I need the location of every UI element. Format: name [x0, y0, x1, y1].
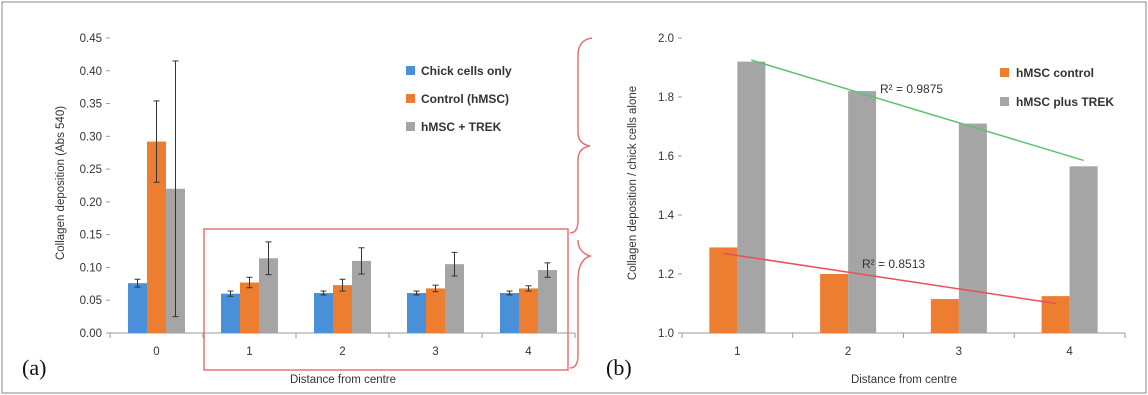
bar-control-hmsc-1 [240, 282, 259, 333]
panel-b-label: (b) [606, 355, 632, 380]
bar-chick-cells-only-4 [500, 293, 519, 333]
legend-item-chick-cells-only: Chick cells only [406, 64, 512, 78]
bar-hmsc-control-2 [820, 274, 849, 333]
panel-b-y-ticks: 1.0 1.2 1.4 1.6 1.8 2.0 [658, 33, 682, 340]
bar-hmsc-plus-trek-4 [1069, 166, 1098, 333]
panel-a-bars [128, 141, 557, 333]
r2-label-control: R² = 0.8513 [862, 257, 925, 271]
y-tick-label: 1.6 [658, 151, 674, 163]
highlight-box [203, 228, 569, 371]
r2-label-trek: R² = 0.9875 [880, 82, 943, 96]
panel-b-legend: hMSC control hMSC plus TREK [1000, 66, 1114, 109]
trendline-hmsc-plus-trek [751, 59, 1084, 162]
panel-b-x-tick-labels: 1 2 3 4 [734, 346, 1073, 358]
x-tick-label: 3 [956, 346, 962, 358]
legend-swatch [1000, 97, 1009, 106]
y-tick-label: 0.00 [80, 328, 102, 340]
legend-label: Chick cells only [421, 64, 512, 78]
x-tick-label: 4 [525, 346, 532, 358]
panel-a-error-bars [134, 60, 551, 318]
y-tick-label: 0.40 [80, 66, 102, 78]
legend-label: hMSC + TREK [421, 120, 502, 134]
legend-label: hMSC plus TREK [1016, 95, 1114, 109]
panel-b-chart: 1.0 1.2 1.4 1.6 1.8 2.0 1 2 3 4 Collagen deposit… [606, 33, 1126, 386]
bar-control-hmsc-4 [519, 288, 538, 333]
legend-item-control-hmsc: Control (hMSC) [406, 92, 509, 106]
y-tick-label: 0.05 [80, 295, 102, 307]
legend-item-hmsc-trek: hMSC + TREK [406, 120, 502, 134]
panel-a-legend: Chick cells only Control (hMSC) hMSC + T… [406, 64, 512, 134]
legend-swatch [406, 122, 415, 131]
bar-chick-cells-only-1 [221, 293, 240, 333]
panel-b-y-axis-title: Collagen deposition / chick cells alone [627, 86, 639, 280]
bar-hmsc-control-3 [930, 299, 959, 333]
panel-b-x-axis-title: Distance from centre [851, 374, 957, 386]
panel-b-bars [709, 61, 1098, 333]
bar-chick-cells-only-3 [407, 293, 426, 333]
panel-a-x-axis-title: Distance from centre [290, 374, 396, 386]
y-tick-label: 2.0 [658, 33, 674, 45]
panel-a-x-tick-marks [109, 333, 576, 338]
panel-b-trendlines [723, 59, 1084, 305]
y-tick-label: 0.30 [80, 131, 102, 143]
panel-a-chart: 0.00 0.05 0.10 0.15 0.20 0.25 0.30 0.35 0.40 0.45… [22, 33, 576, 386]
y-tick-label: 0.35 [80, 99, 102, 111]
legend-swatch [406, 66, 415, 75]
bar-hmsc-control-1 [709, 247, 738, 333]
bar-hmsc-trek-2 [352, 260, 371, 333]
x-tick-label: 2 [845, 346, 851, 358]
y-tick-label: 0.15 [80, 230, 102, 242]
bar-hmsc-plus-trek-2 [848, 91, 877, 333]
y-tick-label: 1.8 [658, 92, 674, 104]
bar-hmsc-trek-4 [538, 270, 557, 333]
legend-item-hmsc-control: hMSC control [1000, 66, 1094, 80]
y-tick-label: 1.4 [658, 210, 675, 222]
y-tick-label: 0.20 [80, 197, 102, 209]
bar-chick-cells-only-0 [128, 283, 147, 333]
legend-swatch [1000, 68, 1009, 77]
bar-hmsc-plus-trek-3 [958, 123, 987, 333]
bar-control-hmsc-2 [333, 285, 352, 333]
panel-a-y-axis-title: Collagen deposition (Abs 540) [55, 106, 67, 260]
legend-label: Control (hMSC) [421, 92, 509, 106]
bar-control-hmsc-3 [426, 288, 445, 333]
panel-a-x-tick-labels: 0 1 2 3 4 [153, 346, 532, 358]
x-tick-label: 1 [734, 346, 740, 358]
panel-a-y-ticks: 0.00 0.05 0.10 0.15 0.20 0.25 0.30 0.35 0.40 0.45 [80, 33, 110, 340]
y-tick-label: 0.25 [80, 164, 102, 176]
y-tick-label: 0.10 [80, 262, 102, 274]
panel-b-x-tick-marks [681, 333, 1126, 338]
legend-swatch [406, 94, 415, 103]
x-tick-label: 1 [246, 346, 252, 358]
legend-label: hMSC control [1016, 66, 1094, 80]
legend-item-hmsc-plus-trek: hMSC plus TREK [1000, 95, 1114, 109]
y-tick-label: 1.0 [658, 328, 674, 340]
bracket-upper [569, 37, 593, 234]
panel-a-label: (a) [22, 355, 46, 380]
x-tick-label: 4 [1066, 346, 1073, 358]
bar-hmsc-plus-trek-1 [737, 61, 766, 333]
bar-control-hmsc-0 [147, 141, 166, 333]
y-tick-label: 0.45 [80, 33, 102, 45]
bar-hmsc-trek-1 [259, 258, 278, 333]
bar-hmsc-trek-3 [445, 264, 464, 333]
x-tick-label: 2 [339, 346, 345, 358]
trendline-hmsc-control [723, 252, 1056, 305]
x-tick-label: 3 [432, 346, 438, 358]
y-tick-label: 1.2 [658, 269, 674, 281]
bar-chick-cells-only-2 [314, 293, 333, 333]
bracket-lower [569, 239, 593, 369]
x-tick-label: 0 [153, 346, 159, 358]
